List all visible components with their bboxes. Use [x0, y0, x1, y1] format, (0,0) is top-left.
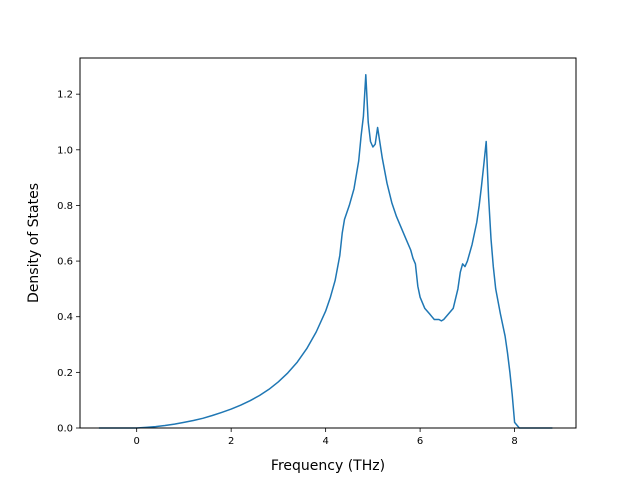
curve-layer — [98, 73, 553, 429]
plot-frame — [79, 57, 577, 429]
plot-area — [80, 58, 576, 428]
y-tick-label: 0.2 — [57, 368, 73, 379]
x-ticks: 0 2 4 6 8 — [133, 428, 518, 447]
y-tick-label: 0.6 — [57, 257, 73, 268]
y-axis-label: Density of States — [26, 183, 42, 303]
x-tick-label: 8 — [511, 436, 517, 447]
y-tick-label: 0.0 — [57, 424, 73, 435]
x-tick-label: 6 — [417, 436, 423, 447]
x-tick-label: 4 — [322, 436, 328, 447]
x-tick-label: 2 — [228, 436, 234, 447]
y-tick-label: 1.2 — [57, 90, 73, 101]
x-tick-label: 0 — [133, 436, 139, 447]
y-tick-label: 1.0 — [57, 145, 73, 156]
x-axis-label: Frequency (THz) — [271, 458, 385, 474]
y-tick-label: 0.8 — [57, 201, 73, 212]
y-tick-label: 0.4 — [57, 312, 73, 323]
dos-curve-line — [98, 73, 553, 429]
y-ticks: 0.0 0.2 0.4 0.6 0.8 1.0 1.2 — [57, 90, 80, 435]
